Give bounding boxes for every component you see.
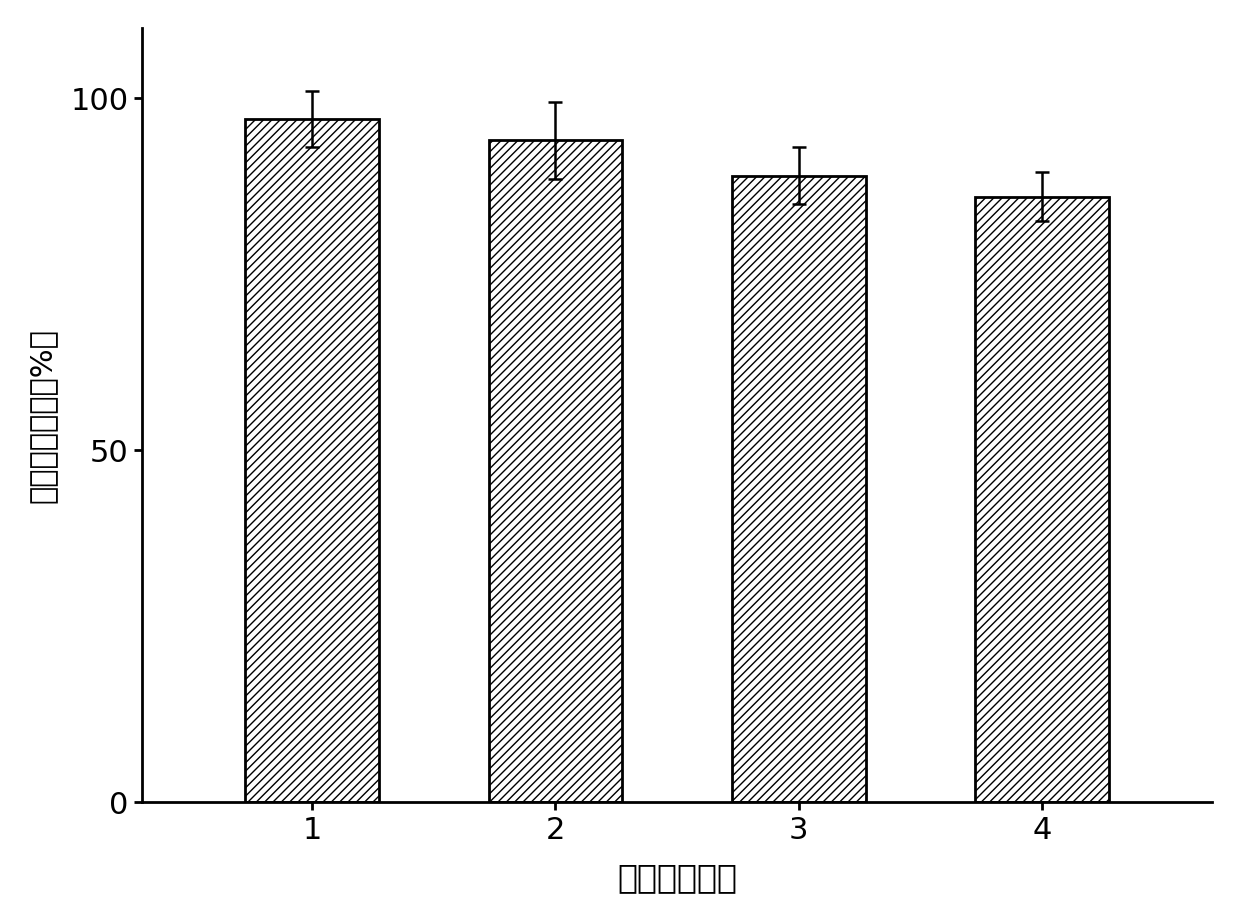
Bar bbox=[489, 140, 622, 802]
Bar bbox=[246, 119, 379, 802]
Bar bbox=[732, 176, 866, 802]
Bar bbox=[975, 196, 1109, 802]
X-axis label: 循环利用次数: 循环利用次数 bbox=[618, 861, 737, 894]
Y-axis label: 相对细胞活力（%）: 相对细胞活力（%） bbox=[27, 327, 57, 502]
